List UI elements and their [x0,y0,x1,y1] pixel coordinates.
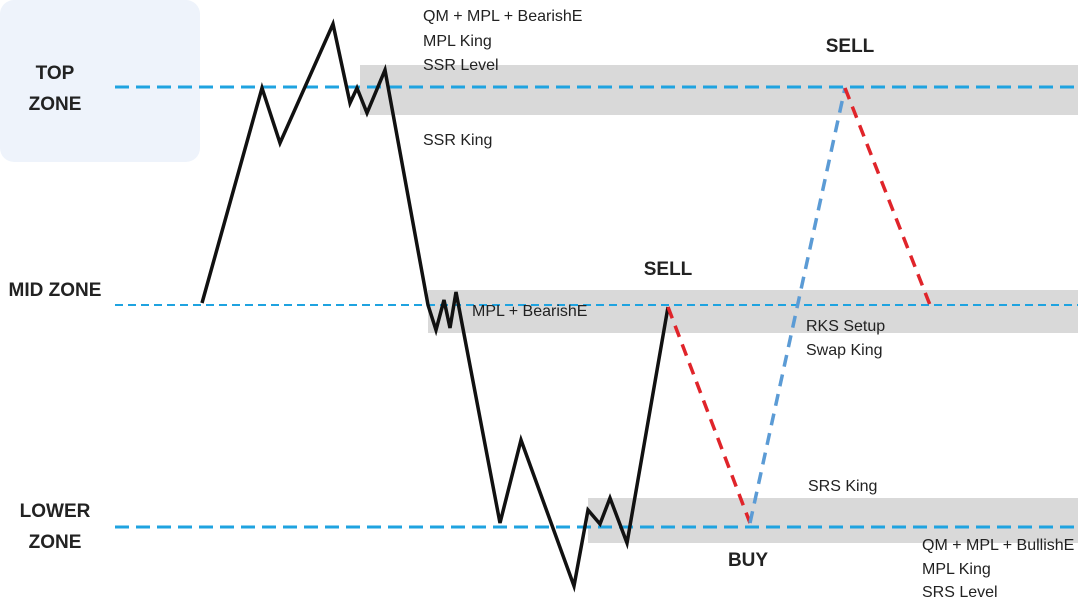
annotation: QM + MPL + BearishE [423,8,582,25]
zone-label: ZONE [29,532,82,553]
projection-up [748,87,847,524]
top-band [360,65,1078,115]
annotation: MPL + BearishE [472,303,587,320]
annotation: RKS Setup [806,318,885,335]
lower-band [588,498,1078,543]
signal-label: SELL [826,36,875,57]
annotation: QM + MPL + BullishE [922,537,1074,554]
zone-label: TOP [36,63,75,84]
annotation: SSR Level [423,57,499,74]
annotation: SSR King [423,132,492,149]
annotation: SRS King [808,478,877,495]
price-path [200,18,670,593]
zone-lines [115,85,1078,529]
zone-label: ZONE [29,94,82,115]
signal-label: SELL [644,259,693,280]
signal-label: BUY [728,550,768,571]
projection-down [843,87,932,306]
annotation: Swap King [806,342,883,359]
mid-band [428,290,1078,333]
watermark-bg [0,0,200,162]
projection-down [666,306,752,524]
zone-label: MID ZONE [9,280,102,301]
zone-label: LOWER [20,501,91,522]
annotation: MPL King [922,561,991,578]
annotation: MPL King [423,33,492,50]
annotation: SRS Level [922,584,998,601]
